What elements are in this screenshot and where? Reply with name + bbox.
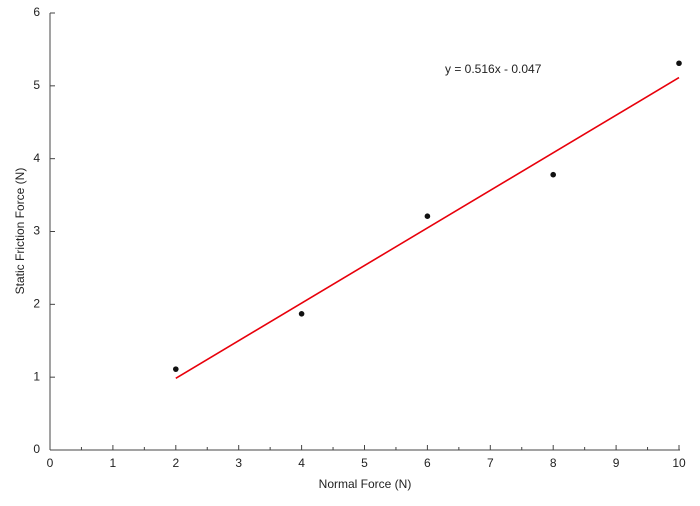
y-tick-label: 2 <box>33 297 40 311</box>
y-tick-label: 6 <box>33 5 40 19</box>
point <box>298 311 305 317</box>
y-tick-label: 5 <box>33 78 40 92</box>
y-axis-label: Static Friction Force (N) <box>13 168 27 295</box>
x-tick-label: 6 <box>424 456 431 470</box>
y-tick-label: 3 <box>33 224 40 238</box>
x-tick-label: 5 <box>361 456 368 470</box>
point <box>676 60 682 67</box>
x-tick-label: 2 <box>172 456 179 470</box>
x-tick-label: 9 <box>613 456 620 470</box>
x-tick-label: 1 <box>110 456 117 470</box>
x-tick-label: 4 <box>298 456 305 470</box>
x-tick-label: 7 <box>487 456 494 470</box>
x-tick-label: 8 <box>550 456 557 470</box>
y-tick-label: 0 <box>33 442 40 456</box>
point <box>424 213 431 220</box>
x-tick-label: 10 <box>672 456 686 470</box>
y-tick-label: 4 <box>33 151 40 165</box>
x-axis-label: Normal Force (N) <box>319 477 412 491</box>
y-tick-label: 1 <box>33 369 40 383</box>
equation-annotation: y = 0.516x - 0.047 <box>445 62 542 76</box>
point <box>173 366 179 372</box>
x-tick-label: 3 <box>235 456 242 470</box>
trendline <box>175 76 680 379</box>
point <box>550 171 556 178</box>
x-tick-label: 0 <box>47 456 54 470</box>
